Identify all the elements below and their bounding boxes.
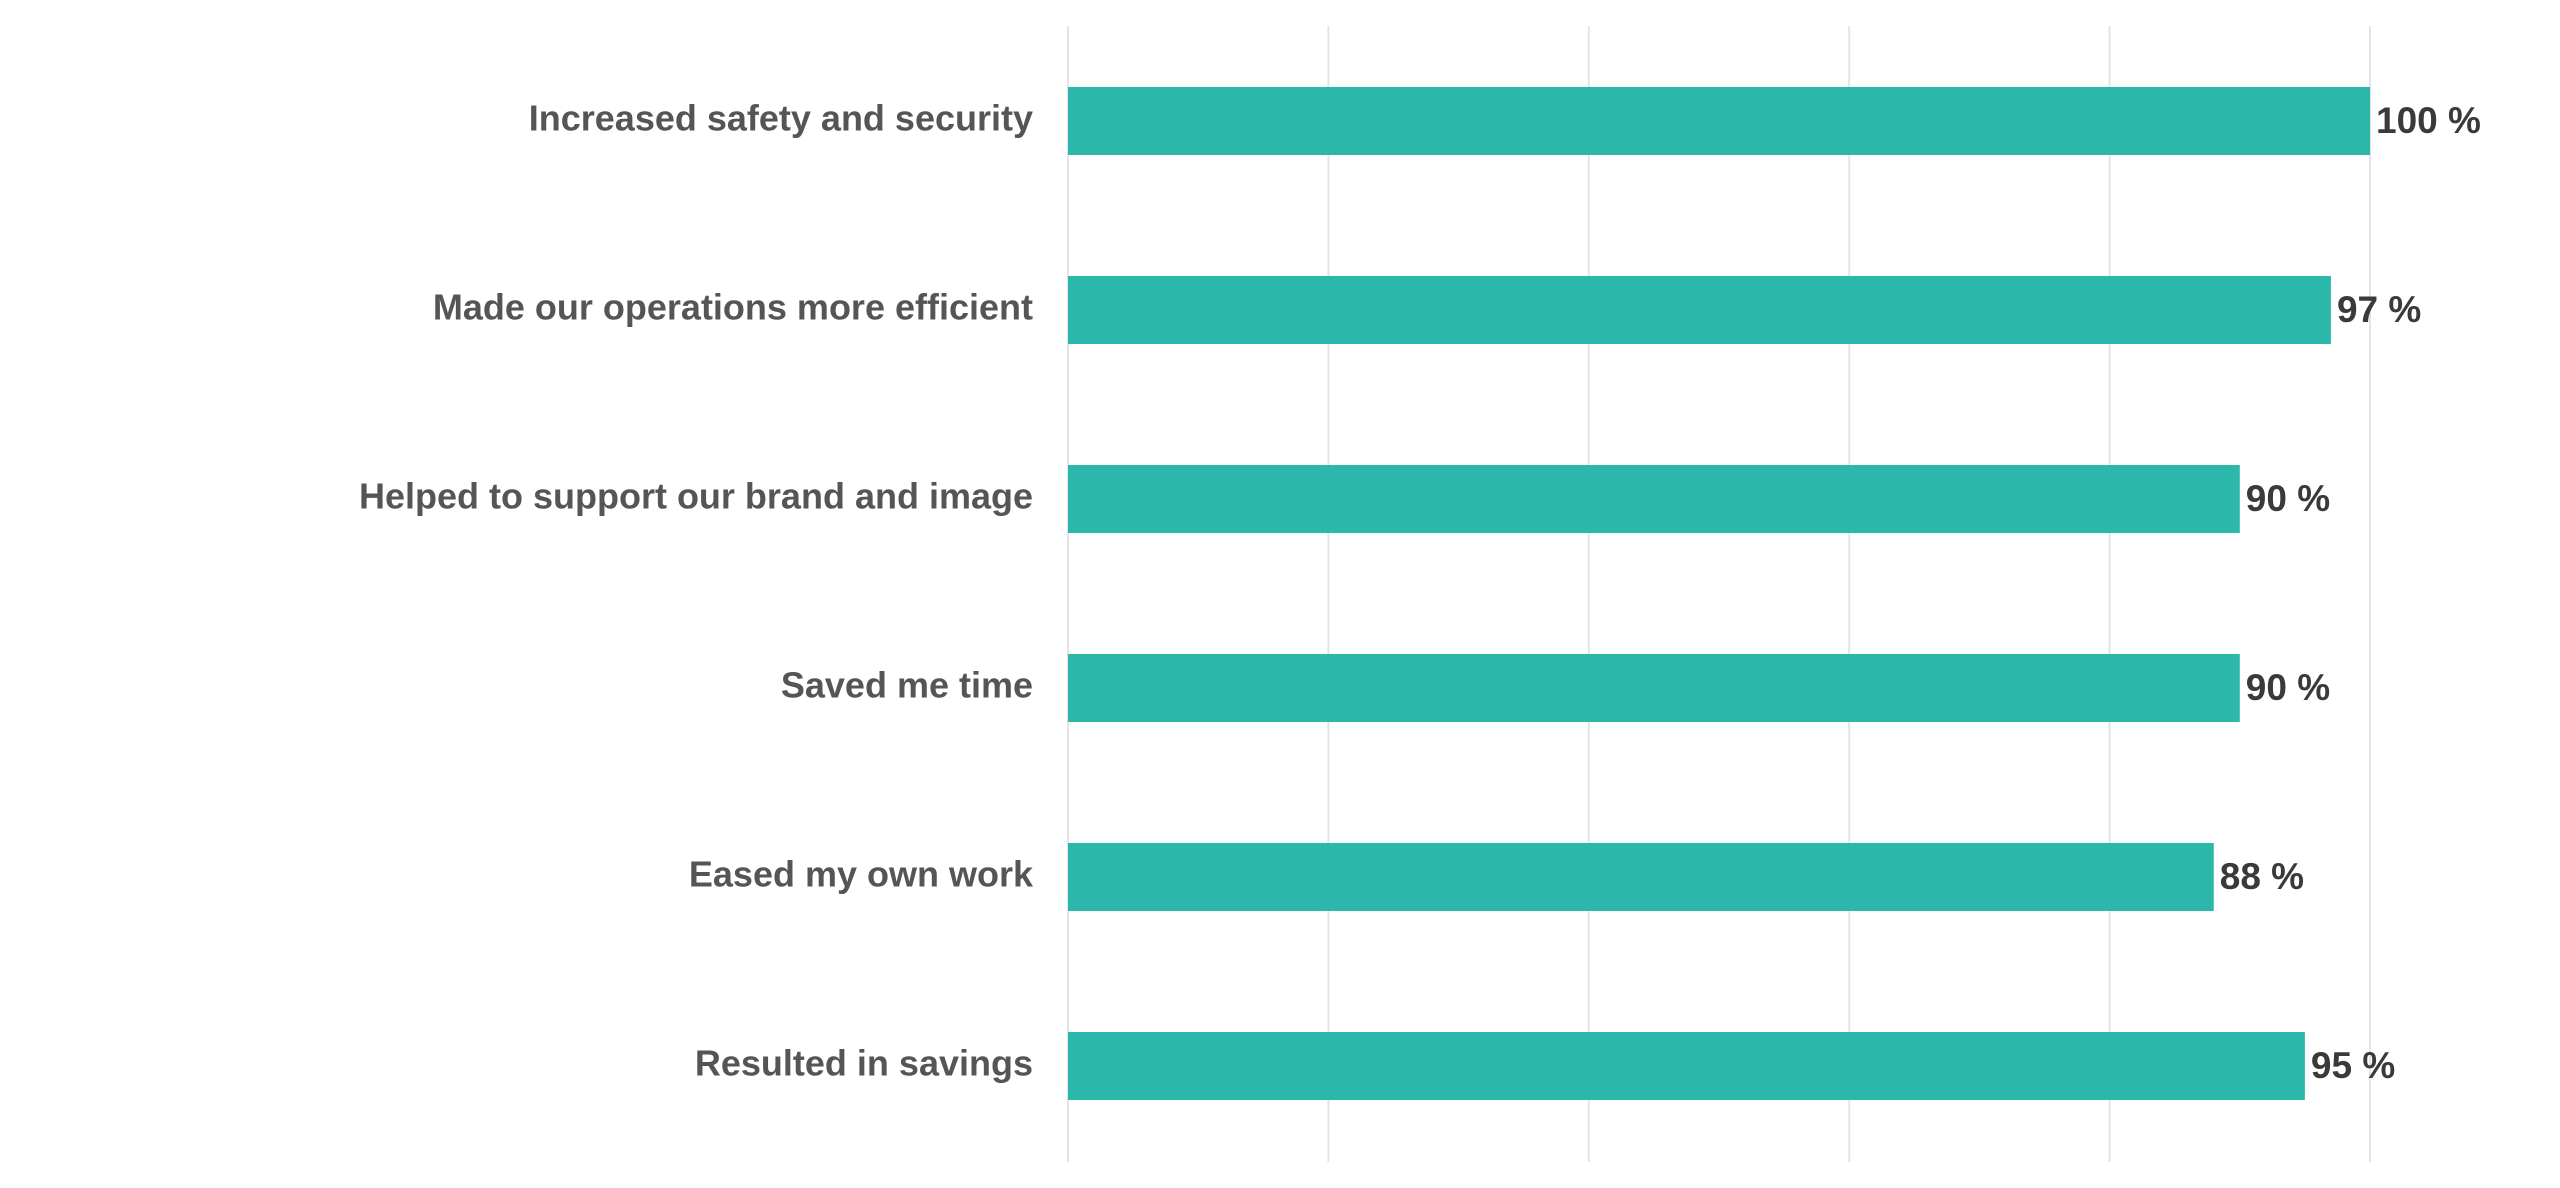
category-label: Made our operations more efficient: [433, 287, 1033, 328]
bar: [1068, 276, 2331, 344]
category-label: Resulted in savings: [695, 1043, 1033, 1084]
value-label: 97 %: [2337, 289, 2421, 330]
value-label: 90 %: [2246, 478, 2330, 519]
bar: [1068, 1032, 2305, 1100]
bar: [1068, 465, 2240, 533]
bar: [1068, 654, 2240, 722]
bar: [1068, 87, 2370, 155]
value-label: 90 %: [2246, 667, 2330, 708]
value-labels: 100 % 97 % 90 % 90 % 88 % 95 %: [2220, 100, 2481, 1086]
category-label: Eased my own work: [689, 854, 1034, 895]
value-label: 100 %: [2376, 100, 2481, 141]
bars: [1068, 87, 2370, 1100]
category-label: Helped to support our brand and image: [359, 476, 1033, 517]
category-label: Saved me time: [781, 665, 1033, 706]
category-label: Increased safety and security: [529, 98, 1033, 139]
value-label: 88 %: [2220, 856, 2304, 897]
gridlines: [1067, 26, 2371, 1162]
bar: [1068, 843, 2214, 911]
category-labels: Increased safety and security Made our op…: [359, 98, 1034, 1084]
value-label: 95 %: [2311, 1045, 2395, 1086]
